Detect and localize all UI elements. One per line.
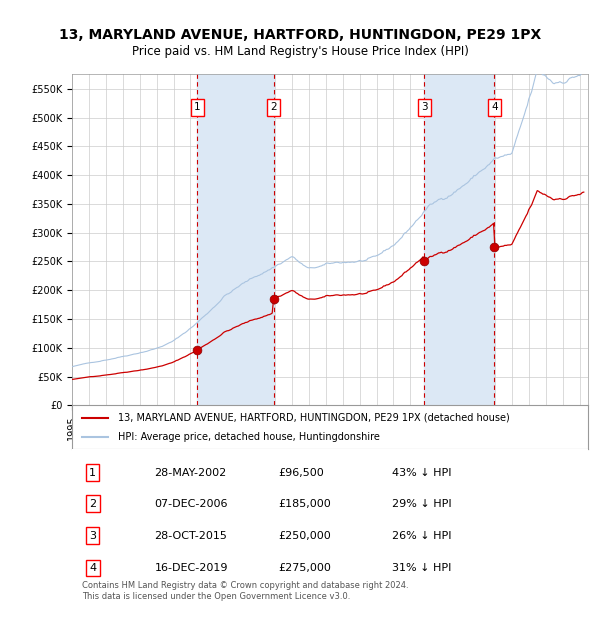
Text: 28-MAY-2002: 28-MAY-2002 — [155, 467, 227, 477]
Text: 2: 2 — [271, 102, 277, 112]
HPI: Average price, detached house, Huntingdonshire: (2.03e+03, 5.8e+05): Average price, detached house, Huntingdo… — [580, 68, 587, 76]
Point — [419, 257, 429, 267]
Text: Price paid vs. HM Land Registry's House Price Index (HPI): Price paid vs. HM Land Registry's House … — [131, 45, 469, 58]
HPI: Average price, detached house, Huntingdonshire: (2e+03, 1.51e+05): Average price, detached house, Huntingdo… — [198, 314, 205, 322]
Text: 3: 3 — [89, 531, 96, 541]
HPI: Average price, detached house, Huntingdonshire: (2.02e+03, 5.84e+05): Average price, detached house, Huntingdo… — [533, 66, 541, 73]
Bar — [424, 74, 494, 405]
Point — [193, 345, 202, 355]
13, MARYLAND AVENUE, HARTFORD, HUNTINGDON, PE29 1PX (detached house) — [198, 343, 205, 351]
Text: 2: 2 — [89, 498, 96, 508]
13, MARYLAND AVENUE, HARTFORD, HUNTINGDON, PE29 1PX (detached house) — [580, 188, 587, 196]
13, MARYLAND AVENUE, HARTFORD, HUNTINGDON, PE29 1PX (detached house) — [136, 366, 143, 374]
Text: 31% ↓ HPI: 31% ↓ HPI — [392, 563, 451, 573]
Text: 1: 1 — [89, 467, 96, 477]
Text: £185,000: £185,000 — [278, 498, 331, 508]
Text: 13, MARYLAND AVENUE, HARTFORD, HUNTINGDON, PE29 1PX (detached house): 13, MARYLAND AVENUE, HARTFORD, HUNTINGDO… — [118, 413, 510, 423]
Text: 3: 3 — [421, 102, 428, 112]
Text: 43% ↓ HPI: 43% ↓ HPI — [392, 467, 451, 477]
Text: 1: 1 — [194, 102, 200, 112]
13, MARYLAND AVENUE, HARTFORD, HUNTINGDON, PE29 1PX (detached house) — [76, 374, 83, 382]
13, MARYLAND AVENUE, HARTFORD, HUNTINGDON, PE29 1PX (detached house) — [533, 187, 541, 194]
HPI: Average price, detached house, Huntingdonshire: (2e+03, 6.72e+04): Average price, detached house, Huntingdo… — [68, 363, 76, 370]
Text: 07-DEC-2006: 07-DEC-2006 — [155, 498, 228, 508]
Point — [490, 242, 499, 252]
HPI: Average price, detached house, Huntingdonshire: (2e+03, 9.12e+04): Average price, detached house, Huntingdo… — [136, 349, 143, 356]
Text: 26% ↓ HPI: 26% ↓ HPI — [392, 531, 451, 541]
Text: HPI: Average price, detached house, Huntingdonshire: HPI: Average price, detached house, Hunt… — [118, 432, 380, 442]
Line: 13, MARYLAND AVENUE, HARTFORD, HUNTINGDON, PE29 1PX (detached house): 13, MARYLAND AVENUE, HARTFORD, HUNTINGDO… — [72, 190, 584, 379]
HPI: Average price, detached house, Huntingdonshire: (2.02e+03, 3.49e+05): Average price, detached house, Huntingdo… — [428, 200, 435, 208]
Text: £96,500: £96,500 — [278, 467, 324, 477]
13, MARYLAND AVENUE, HARTFORD, HUNTINGDON, PE29 1PX (detached house) — [68, 376, 76, 383]
HPI: Average price, detached house, Huntingdonshire: (2e+03, 6.82e+04): Average price, detached house, Huntingdo… — [71, 362, 79, 370]
Line: HPI: Average price, detached house, Huntingdonshire: HPI: Average price, detached house, Hunt… — [72, 69, 584, 366]
Text: 29% ↓ HPI: 29% ↓ HPI — [392, 498, 452, 508]
Bar — [197, 74, 274, 405]
Text: Contains HM Land Registry data © Crown copyright and database right 2024.
This d: Contains HM Land Registry data © Crown c… — [82, 581, 409, 601]
Text: 16-DEC-2019: 16-DEC-2019 — [155, 563, 228, 573]
Text: £275,000: £275,000 — [278, 563, 331, 573]
13, MARYLAND AVENUE, HARTFORD, HUNTINGDON, PE29 1PX (detached house) — [71, 375, 79, 383]
Text: 28-OCT-2015: 28-OCT-2015 — [155, 531, 227, 541]
13, MARYLAND AVENUE, HARTFORD, HUNTINGDON, PE29 1PX (detached house) — [88, 373, 95, 380]
Text: 4: 4 — [89, 563, 96, 573]
HPI: Average price, detached house, Huntingdonshire: (2e+03, 7.45e+04): Average price, detached house, Huntingdo… — [88, 359, 95, 366]
Point — [269, 294, 278, 304]
HPI: Average price, detached house, Huntingdonshire: (2e+03, 7.01e+04): Average price, detached house, Huntingdo… — [76, 361, 83, 369]
Text: 4: 4 — [491, 102, 497, 112]
Text: 13, MARYLAND AVENUE, HARTFORD, HUNTINGDON, PE29 1PX: 13, MARYLAND AVENUE, HARTFORD, HUNTINGDO… — [59, 28, 541, 42]
Text: £250,000: £250,000 — [278, 531, 331, 541]
13, MARYLAND AVENUE, HARTFORD, HUNTINGDON, PE29 1PX (detached house) — [428, 253, 435, 260]
